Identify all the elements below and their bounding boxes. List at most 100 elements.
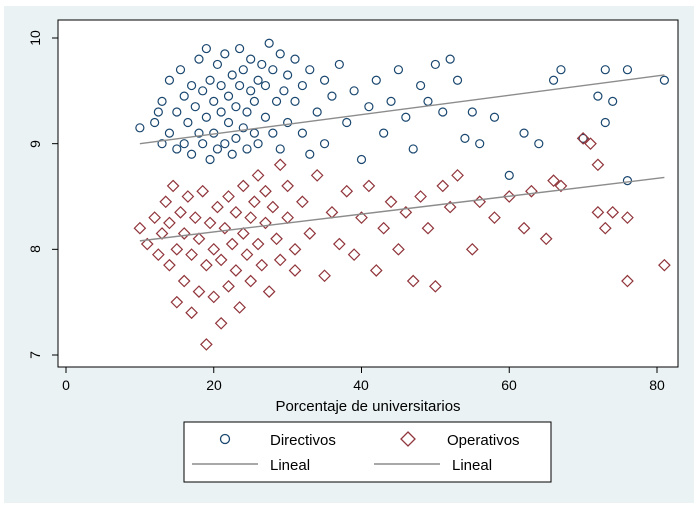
operativos-point	[259, 184, 272, 198]
directivos-point	[246, 54, 256, 64]
directivos-point	[319, 139, 330, 149]
directivos-point	[600, 65, 610, 75]
operativos-point	[185, 306, 198, 320]
directivos-point	[223, 117, 234, 128]
operativos-point	[244, 274, 258, 288]
directivos-point	[467, 107, 477, 117]
directivos-point	[312, 107, 322, 117]
plot-area	[57, 19, 679, 368]
directivos-point	[198, 139, 208, 149]
directivos-point	[548, 75, 559, 85]
x-tick-label: 40	[353, 377, 369, 393]
directivos-point	[135, 123, 145, 133]
directivos-point	[209, 96, 219, 107]
legend-operativos-label: Operativos	[447, 432, 520, 449]
directivos-point	[393, 65, 404, 75]
directivos-point	[386, 96, 396, 107]
directivos-point	[242, 144, 252, 154]
directivos-point	[253, 75, 263, 85]
directivos-point	[216, 80, 226, 91]
y-tick-label: 8	[27, 245, 43, 253]
directivos-point	[416, 80, 426, 91]
operativos-point	[251, 169, 265, 182]
operativos-point	[377, 221, 391, 235]
operativos-point	[222, 190, 235, 203]
operativos-point	[421, 221, 435, 235]
operativos-point	[281, 179, 294, 193]
directivos-point	[356, 154, 367, 165]
operativos-point	[262, 285, 276, 298]
operativos-point	[598, 221, 612, 235]
operativos-point	[229, 206, 243, 219]
directivos-point	[283, 117, 293, 128]
operativos-point	[192, 285, 206, 298]
operativos-point	[392, 242, 405, 256]
y-ticks: 7 8 9 10	[27, 30, 43, 359]
directivos-point	[379, 128, 389, 138]
directivos-point	[290, 54, 300, 64]
operativos-point	[369, 264, 383, 277]
legend-directivos-marker	[219, 433, 231, 445]
directivos-point	[150, 117, 160, 128]
operativos-point	[591, 158, 605, 172]
directivos-point	[153, 107, 163, 117]
directivos-point	[175, 65, 186, 75]
operativos-point	[554, 179, 568, 193]
operativos-point	[225, 237, 239, 251]
directivos-point	[283, 70, 293, 80]
directivos-point	[212, 144, 223, 154]
operativos-point	[355, 211, 368, 224]
operativos-point	[259, 216, 272, 230]
operativos-point	[192, 232, 206, 246]
operativos-point	[658, 258, 671, 272]
directivos-point	[334, 59, 344, 70]
legend: Directivos Operativos Lineal Lineal	[183, 421, 552, 483]
legend-lineal-1-label: Lineal	[270, 457, 310, 474]
operativos-point	[547, 174, 560, 187]
directivos-point	[305, 149, 315, 159]
directivos-point	[194, 128, 204, 138]
operativos-point	[266, 200, 280, 214]
directivos-point	[238, 65, 248, 75]
directivos-point	[264, 38, 274, 48]
operativos-point	[443, 200, 457, 214]
operativos-point	[296, 195, 309, 209]
directivos-point	[190, 102, 200, 112]
directivos-point	[504, 170, 514, 180]
x-tick-label: 20	[206, 377, 222, 393]
operativos-point	[303, 227, 317, 240]
directivos-point	[235, 43, 245, 54]
directivos-point	[201, 43, 211, 54]
x-tick-label: 0	[62, 377, 70, 393]
operativos-point	[591, 206, 605, 219]
y-tick-label: 10	[27, 30, 43, 46]
operativos-point	[517, 221, 531, 235]
directivos-point	[445, 54, 455, 64]
directivos-point	[183, 117, 193, 128]
operativos-point	[340, 184, 354, 198]
directivos-point	[290, 96, 300, 107]
operativos-point	[214, 316, 228, 330]
directivos-point	[220, 49, 230, 59]
directivos-point	[430, 59, 440, 70]
operativos-point	[584, 137, 597, 151]
y-tick-label: 9	[27, 140, 43, 148]
operativos-point	[270, 232, 283, 246]
directivos-point	[438, 107, 448, 117]
operativos-point	[196, 184, 210, 198]
operativos-point	[207, 290, 221, 304]
x-ticks: 0 20 40 60 80	[62, 377, 665, 393]
operativos-point	[170, 242, 184, 256]
directivos-point	[268, 128, 278, 138]
directivos-point	[216, 107, 226, 117]
directivos-point	[371, 75, 381, 85]
directivos-point	[600, 117, 610, 128]
directivos-point	[260, 112, 271, 122]
operativos-point	[248, 195, 261, 209]
directivos-point	[408, 144, 418, 154]
directivos-point	[297, 80, 307, 91]
operativos-point	[255, 258, 269, 272]
directivos-point	[172, 144, 182, 154]
operativos-point	[310, 169, 324, 182]
